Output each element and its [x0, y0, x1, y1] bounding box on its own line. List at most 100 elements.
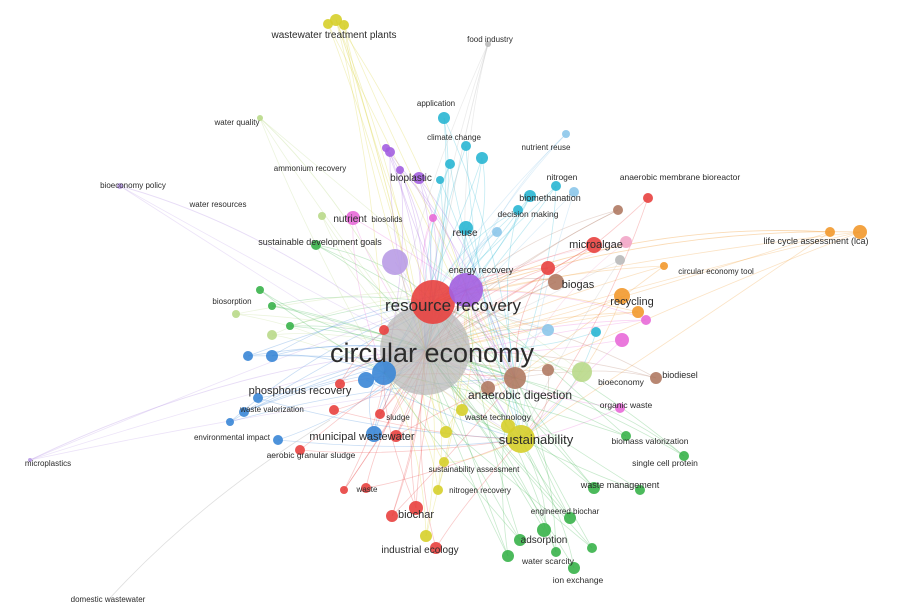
node-climate-change: [461, 141, 471, 151]
edge-192: [443, 117, 516, 379]
label-water-quality: water quality: [214, 118, 260, 127]
edge-176: [299, 438, 522, 453]
node-ar: [382, 144, 390, 152]
node-mw: [366, 426, 382, 442]
edge-201: [514, 267, 549, 379]
node-ie: [430, 542, 442, 554]
edge-199: [514, 241, 627, 379]
label-waste-management: waste management: [580, 480, 660, 490]
label-anaerobic-membrane-bioreactor: anaerobic membrane bioreactor: [620, 172, 741, 182]
node-phos5: [253, 393, 263, 403]
edge-152: [465, 289, 521, 541]
edge-114: [432, 301, 657, 379]
node-energy-recovery: [449, 273, 483, 307]
label-engineered-biochar: engineered biochar: [531, 507, 600, 516]
label-biochar: biochar: [398, 509, 434, 521]
label-biogas: biogas: [562, 279, 595, 291]
node-food-industry: [485, 41, 491, 47]
node-wv2: [226, 418, 234, 426]
label-nitrogen: nitrogen: [547, 172, 578, 182]
label-nitrogen-recovery: nitrogen recovery: [449, 486, 511, 495]
edge-7: [343, 24, 426, 351]
label-sustainable-development-goals: sustainable development goals: [258, 237, 382, 247]
label-ion-exchange: ion exchange: [553, 575, 604, 585]
edge-173: [365, 379, 522, 440]
node-nutrient: [346, 211, 360, 225]
edge-252: [29, 349, 426, 461]
edge-195: [507, 209, 519, 379]
node-ie2: [420, 530, 432, 542]
node-wwtp2: [339, 20, 349, 30]
label-ammonium-recovery: ammonium recovery: [274, 164, 346, 173]
edge-234: [235, 313, 385, 374]
edge-169: [520, 197, 649, 440]
edge-174: [257, 397, 522, 440]
label-life-cycle-assessment: life cycle assessment (lca): [763, 236, 868, 246]
edge-162: [465, 145, 522, 440]
node-phos2: [358, 372, 374, 388]
node-ads2: [514, 534, 526, 546]
node-phosphorus-recovery: [372, 361, 396, 385]
edge-175: [277, 438, 522, 447]
node-biometh: [524, 190, 536, 202]
edge-246: [383, 372, 427, 537]
edge-254: [432, 231, 861, 303]
edge-181: [520, 438, 641, 491]
edge-161: [327, 23, 522, 440]
edge-82: [29, 349, 426, 461]
node-biosorption: [232, 310, 240, 318]
node-bioeconomy: [572, 362, 592, 382]
node-nitrogen: [551, 181, 561, 191]
node-lca2: [825, 227, 835, 237]
node-recycling2: [632, 306, 644, 318]
node-biodiesel: [650, 372, 662, 384]
edge-130: [464, 43, 489, 291]
label-aerobic-granular-sludge: aerobic granular sludge: [267, 450, 356, 460]
edge-257: [465, 230, 831, 291]
node-micro: [28, 458, 32, 462]
node-nutrient-reuse: [562, 130, 570, 138]
node-wq: [257, 115, 263, 121]
label-biodiesel: biodiesel: [662, 370, 698, 380]
node-microalgae2: [620, 236, 632, 248]
label-layer: circular economy resource recovery waste…: [25, 30, 869, 604]
label-municipal-wastewater: municipal wastewater: [309, 431, 414, 443]
edge-167: [119, 185, 522, 440]
node-ce2: [615, 255, 625, 265]
edge-255: [119, 185, 426, 351]
label-food-industry: food industry: [467, 35, 513, 44]
label-climate-change: climate change: [427, 133, 481, 142]
label-domestic-wastewater: domestic wastewater: [71, 595, 146, 604]
node-ie3: [568, 562, 580, 574]
label-bioplastic: bioplastic: [390, 173, 432, 184]
node-lb2: [591, 327, 601, 337]
node-decision: [513, 205, 523, 215]
label-microalgae: microalgae: [569, 239, 623, 251]
edge-129: [335, 19, 467, 291]
edge-148: [465, 289, 627, 437]
edge-251: [259, 117, 385, 374]
node-sdg: [311, 240, 321, 250]
label-circular-economy: circular economy: [330, 338, 535, 368]
label-adsorption: adsorption: [521, 535, 568, 546]
label-biosorption: biosorption: [212, 297, 251, 306]
node-application: [438, 112, 450, 124]
node-g1: [267, 330, 277, 340]
label-biosolids: biosolids: [371, 215, 402, 224]
edge-196: [418, 177, 516, 379]
node-resource-recovery: [411, 280, 455, 324]
label-circular-economy-tool: circular economy tool: [678, 267, 754, 276]
node-ad2: [481, 381, 495, 395]
node-ws: [502, 550, 514, 562]
node-bs2: [268, 302, 276, 310]
edge-98: [432, 117, 449, 303]
edge-214: [514, 377, 557, 553]
edge-109: [271, 296, 434, 307]
node-reuse2: [492, 227, 502, 237]
edge-34: [424, 231, 861, 351]
node-nr: [433, 485, 443, 495]
label-environmental-impact: environmental impact: [194, 433, 271, 442]
node-bioplastic-cluster: [382, 249, 408, 275]
node-amb: [643, 193, 653, 203]
